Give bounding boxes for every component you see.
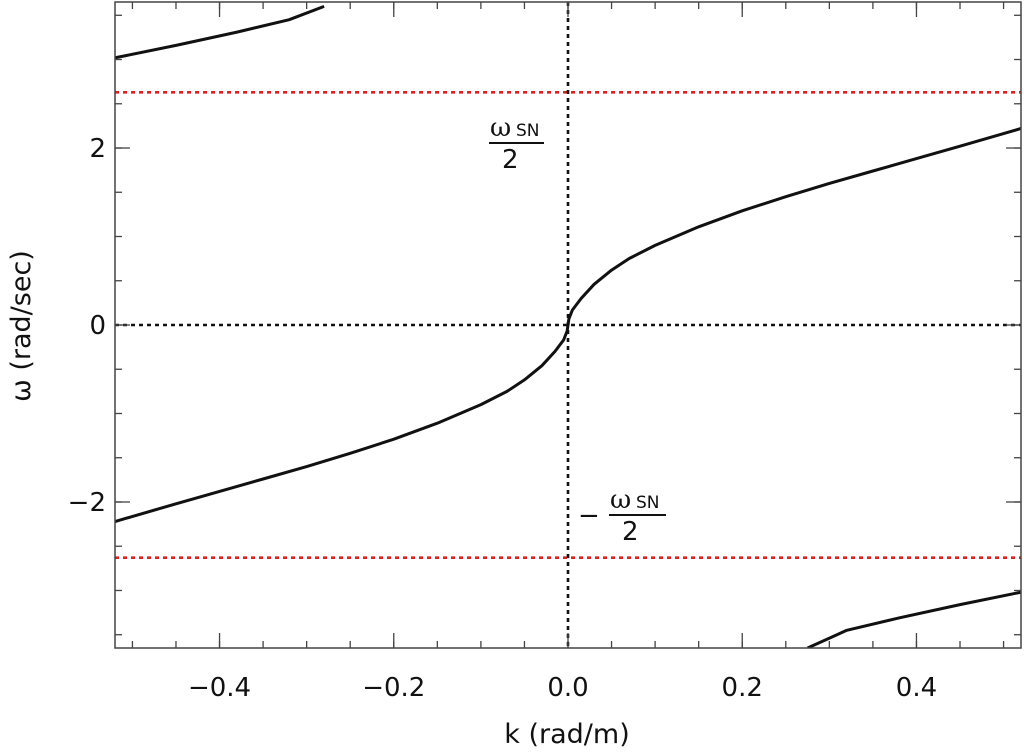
- annotation-symbol: ω: [490, 113, 511, 143]
- y-tick-label: −2: [68, 488, 106, 518]
- x-tick-label: −0.2: [362, 673, 425, 703]
- x-tick-label: 0.0: [547, 673, 588, 703]
- annotation-subscript: SN: [636, 493, 660, 513]
- x-tick-label: 0.4: [896, 673, 937, 703]
- y-axis-label: ω (rad/sec): [6, 250, 37, 402]
- annotation-sign: −: [578, 501, 600, 531]
- plot-area: [114, 1, 1022, 649]
- annotation-neg-omega-sn-half: − ω SN 2: [578, 485, 666, 547]
- tick-labels: −0.4 −0.2 0.0 0.2 0.4−202: [68, 134, 937, 703]
- annotation-symbol: ω: [610, 485, 631, 515]
- x-tick-label: 0.2: [722, 673, 763, 703]
- series-line-3: [806, 590, 1021, 648]
- annotation-subscript: SN: [516, 121, 540, 141]
- annotation-omega-sn-half: ω SN 2: [489, 113, 544, 175]
- x-axis-label: k (rad/m): [504, 719, 629, 750]
- axis-ticks: [115, 2, 1021, 648]
- series-line-2: [115, 4, 325, 60]
- x-tick-label: −0.4: [188, 673, 251, 703]
- annotation-denominator: 2: [502, 145, 519, 175]
- annotation-denominator: 2: [622, 517, 639, 547]
- y-tick-label: 0: [89, 311, 106, 341]
- y-tick-label: 2: [89, 134, 106, 164]
- series-line-1: [115, 127, 1021, 523]
